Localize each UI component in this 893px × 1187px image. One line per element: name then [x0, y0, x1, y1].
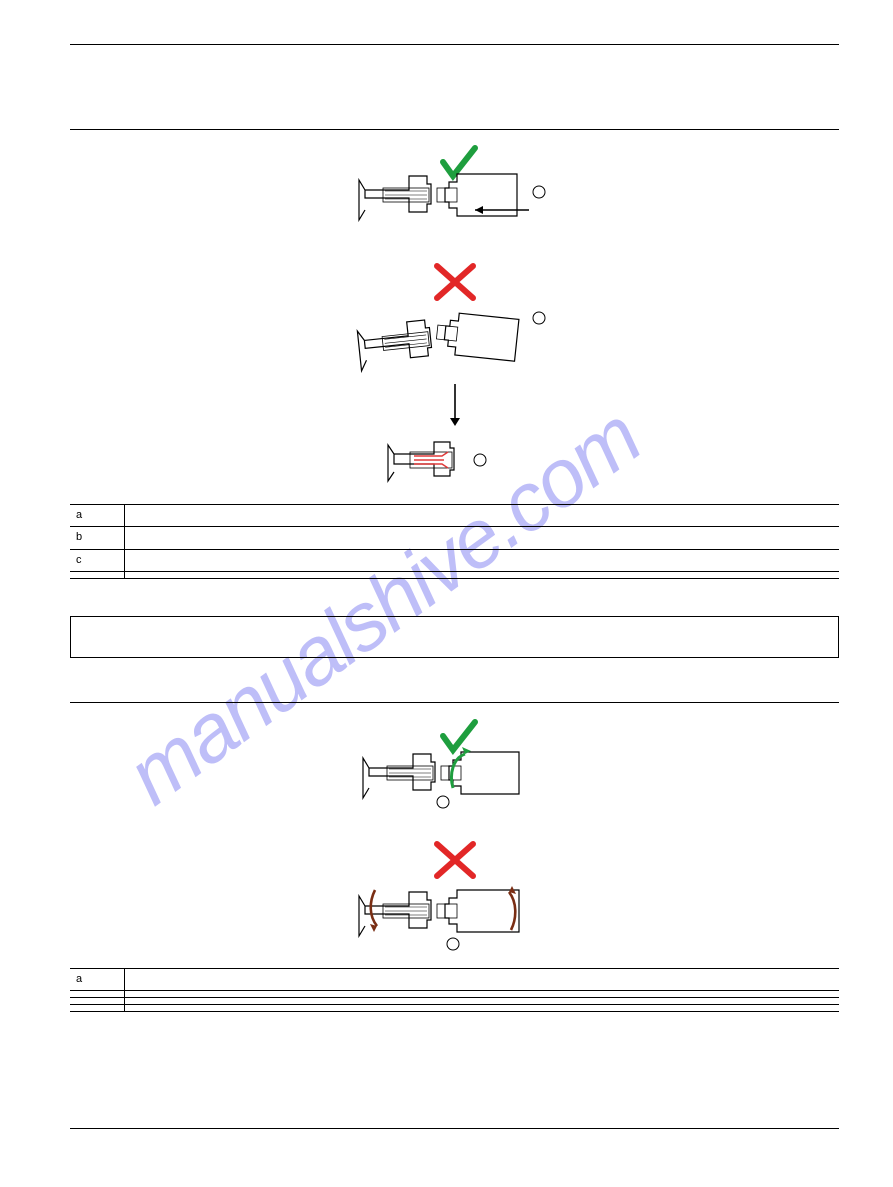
down-arrow-icon: [435, 382, 475, 432]
table-row: [70, 1004, 839, 1012]
legend-text: [124, 527, 839, 548]
figure-2: [70, 714, 839, 829]
legend-key: [70, 991, 124, 997]
table-row: c: [70, 549, 839, 571]
legend-text: [124, 550, 839, 571]
rule-footer: [70, 1128, 839, 1129]
legend-text: [124, 969, 839, 990]
figure-1: [70, 140, 839, 255]
legend-key: a: [70, 505, 124, 526]
caution-box: [70, 616, 839, 658]
figure-1-wrong: [70, 258, 839, 383]
rule-under-header: [70, 129, 839, 130]
table-row: [70, 571, 839, 579]
legend-key: b: [70, 527, 124, 548]
figure-1-result: [70, 426, 839, 501]
fig2-wrong-twist: [325, 838, 585, 958]
table-row: [70, 997, 839, 1004]
fig1-correct-connector: [325, 140, 585, 250]
rule-top: [70, 44, 839, 45]
figure-2-wrong: [70, 838, 839, 963]
legend-key: [70, 998, 124, 1004]
legend-table-1: a b c: [70, 504, 839, 579]
table-row: a: [70, 968, 839, 990]
fig2-correct-twist: [335, 714, 575, 824]
legend-key: a: [70, 969, 124, 990]
rule-mid: [70, 702, 839, 703]
legend-text: [124, 1005, 839, 1011]
legend-text: [124, 998, 839, 1004]
table-row: [70, 990, 839, 997]
legend-text: [124, 505, 839, 526]
legend-key: c: [70, 550, 124, 571]
fig1-bent-pins-connector: [370, 426, 540, 496]
legend-key: [70, 1005, 124, 1011]
legend-table-2: a: [70, 968, 839, 1012]
fig1-wrong-connector: [325, 258, 585, 378]
legend-text: [124, 572, 839, 578]
legend-text: [124, 991, 839, 997]
table-row: a: [70, 504, 839, 526]
table-row: b: [70, 526, 839, 548]
legend-key: [70, 572, 124, 578]
